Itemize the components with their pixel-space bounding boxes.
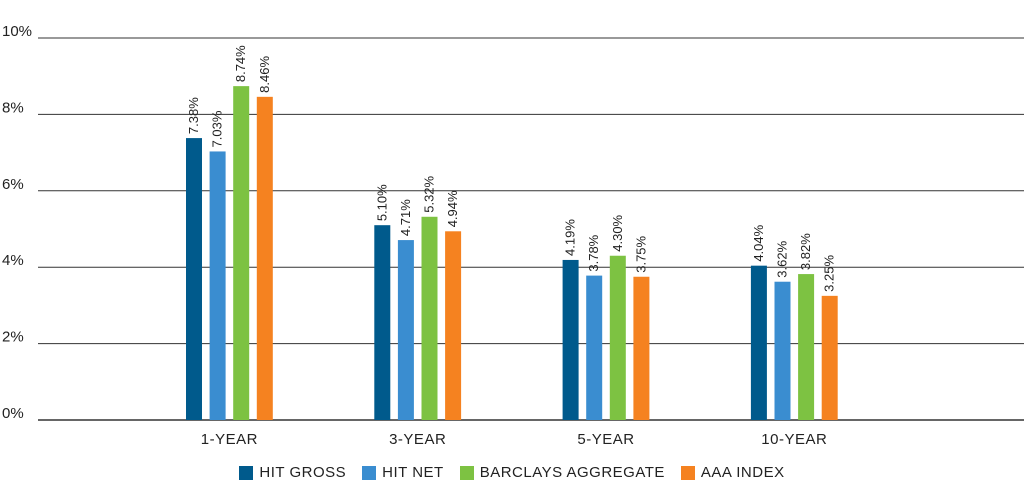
data-label: 3.78% bbox=[586, 234, 601, 271]
data-label: 3.62% bbox=[775, 240, 790, 277]
x-category-label: 1-YEAR bbox=[201, 431, 258, 448]
y-axis-ticks: 0% 2% 4% 6% 8% 10% bbox=[2, 23, 32, 422]
legend-item: HIT NET bbox=[362, 464, 444, 481]
legend-label: HIT GROSS bbox=[259, 464, 347, 481]
data-label: 3.25% bbox=[822, 255, 837, 292]
legend-swatch bbox=[362, 465, 377, 480]
bar bbox=[209, 151, 226, 421]
bar bbox=[609, 255, 626, 420]
legend-swatch bbox=[459, 465, 474, 480]
y-tick-label: 4% bbox=[2, 252, 24, 269]
bar bbox=[421, 216, 438, 420]
bar bbox=[562, 259, 579, 420]
data-label: 7.03% bbox=[210, 110, 225, 147]
bar bbox=[798, 274, 815, 420]
bars bbox=[186, 86, 838, 421]
data-label: 5.10% bbox=[374, 184, 389, 221]
legend-label: HIT NET bbox=[382, 464, 444, 481]
bar bbox=[774, 281, 791, 420]
legend-swatch bbox=[239, 465, 254, 480]
data-label: 3.75% bbox=[633, 235, 648, 272]
data-label: 4.30% bbox=[610, 214, 625, 251]
x-category-label: 10-YEAR bbox=[761, 431, 827, 448]
y-tick-label: 8% bbox=[2, 99, 24, 116]
bar bbox=[821, 295, 838, 420]
legend-item: HIT GROSS bbox=[239, 464, 346, 481]
y-tick-label: 0% bbox=[2, 405, 24, 422]
bar bbox=[186, 138, 202, 421]
bar bbox=[374, 225, 391, 420]
grid-lines bbox=[38, 37, 1024, 421]
bar bbox=[633, 276, 650, 420]
data-label: 5.32% bbox=[422, 175, 437, 212]
x-category-label: 3-YEAR bbox=[389, 431, 446, 448]
legend-item: AAA INDEX bbox=[680, 464, 785, 481]
data-labels: 7.38% 7.03% 8.74% 8.46% 5.10% 4.71% 5.32% 4.94%… bbox=[186, 45, 837, 292]
legend-label: AAA INDEX bbox=[700, 464, 785, 481]
bar bbox=[445, 231, 462, 420]
data-label: 7.38% bbox=[186, 97, 201, 134]
bar bbox=[256, 96, 273, 420]
data-label: 4.71% bbox=[398, 199, 413, 236]
y-tick-label: 2% bbox=[2, 329, 24, 346]
bar bbox=[397, 240, 414, 420]
x-axis-categories: 1-YEAR 3-YEAR 5-YEAR 10-YEAR bbox=[201, 431, 827, 448]
x-category-label: 5-YEAR bbox=[577, 431, 634, 448]
legend-swatch bbox=[680, 465, 695, 480]
data-label: 8.46% bbox=[257, 56, 272, 93]
bar bbox=[233, 86, 250, 420]
bar bbox=[750, 265, 767, 420]
data-label: 8.74% bbox=[233, 45, 248, 82]
y-tick-label: 6% bbox=[2, 176, 24, 193]
legend-item: BARCLAYS AGGREGATE bbox=[459, 464, 665, 481]
data-label: 4.19% bbox=[563, 219, 578, 256]
data-label: 3.82% bbox=[798, 233, 813, 270]
y-tick-label: 10% bbox=[2, 23, 32, 40]
data-label: 4.04% bbox=[751, 224, 766, 261]
data-label: 4.94% bbox=[445, 190, 460, 227]
legend-label: BARCLAYS AGGREGATE bbox=[479, 464, 665, 481]
bar bbox=[586, 275, 603, 420]
legend: HIT GROSS HIT NET BARCLAYS AGGREGATE AAA IN… bbox=[0, 464, 1024, 481]
